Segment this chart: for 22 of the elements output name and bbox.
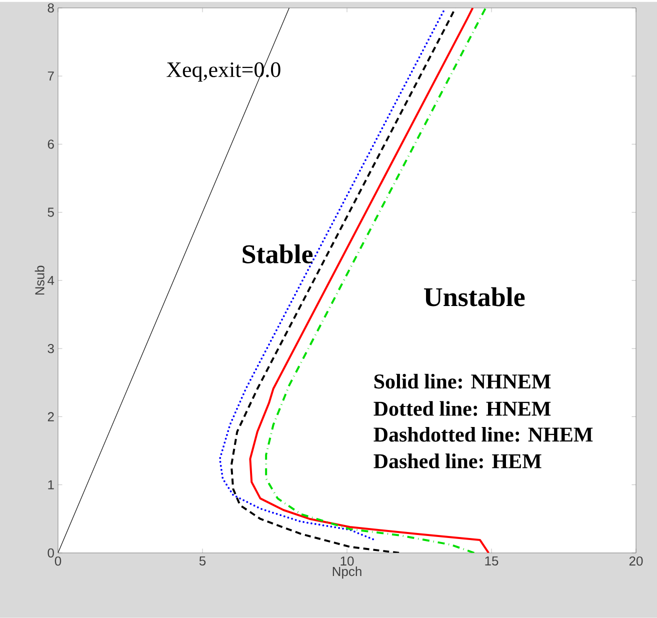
- y-tick-label: 5: [48, 208, 54, 217]
- annotation: Solid line: NHNEM: [374, 374, 551, 389]
- x-tick-label: 5: [199, 556, 206, 566]
- y-tick-label: 6: [48, 140, 54, 149]
- annotation: Dashdotted line: NHEM: [374, 426, 593, 442]
- annotation: Dashed line: HEM: [374, 454, 542, 468]
- x-tick-label: 15: [485, 556, 498, 566]
- y-axis-title: Nsub: [34, 266, 44, 295]
- y-tick-label: 3: [48, 344, 54, 354]
- x-tick-label: 10: [340, 556, 354, 566]
- x-tick-label: 0: [54, 556, 62, 566]
- y-tick-label: 2: [48, 412, 54, 422]
- y-tick-label: 4: [48, 276, 54, 285]
- x-tick-label: 20: [629, 556, 643, 566]
- annotation: Dotted line: HNEM: [374, 401, 551, 416]
- y-tick-label: 1: [48, 480, 54, 490]
- y-tick-label: 0: [48, 548, 54, 558]
- annotation: Stable: [242, 244, 313, 264]
- annotation: Unstable: [424, 287, 525, 306]
- y-tick-label: 7: [48, 72, 54, 81]
- x-axis-title: Npch: [332, 566, 362, 579]
- y-tick-label: 8: [48, 3, 54, 13]
